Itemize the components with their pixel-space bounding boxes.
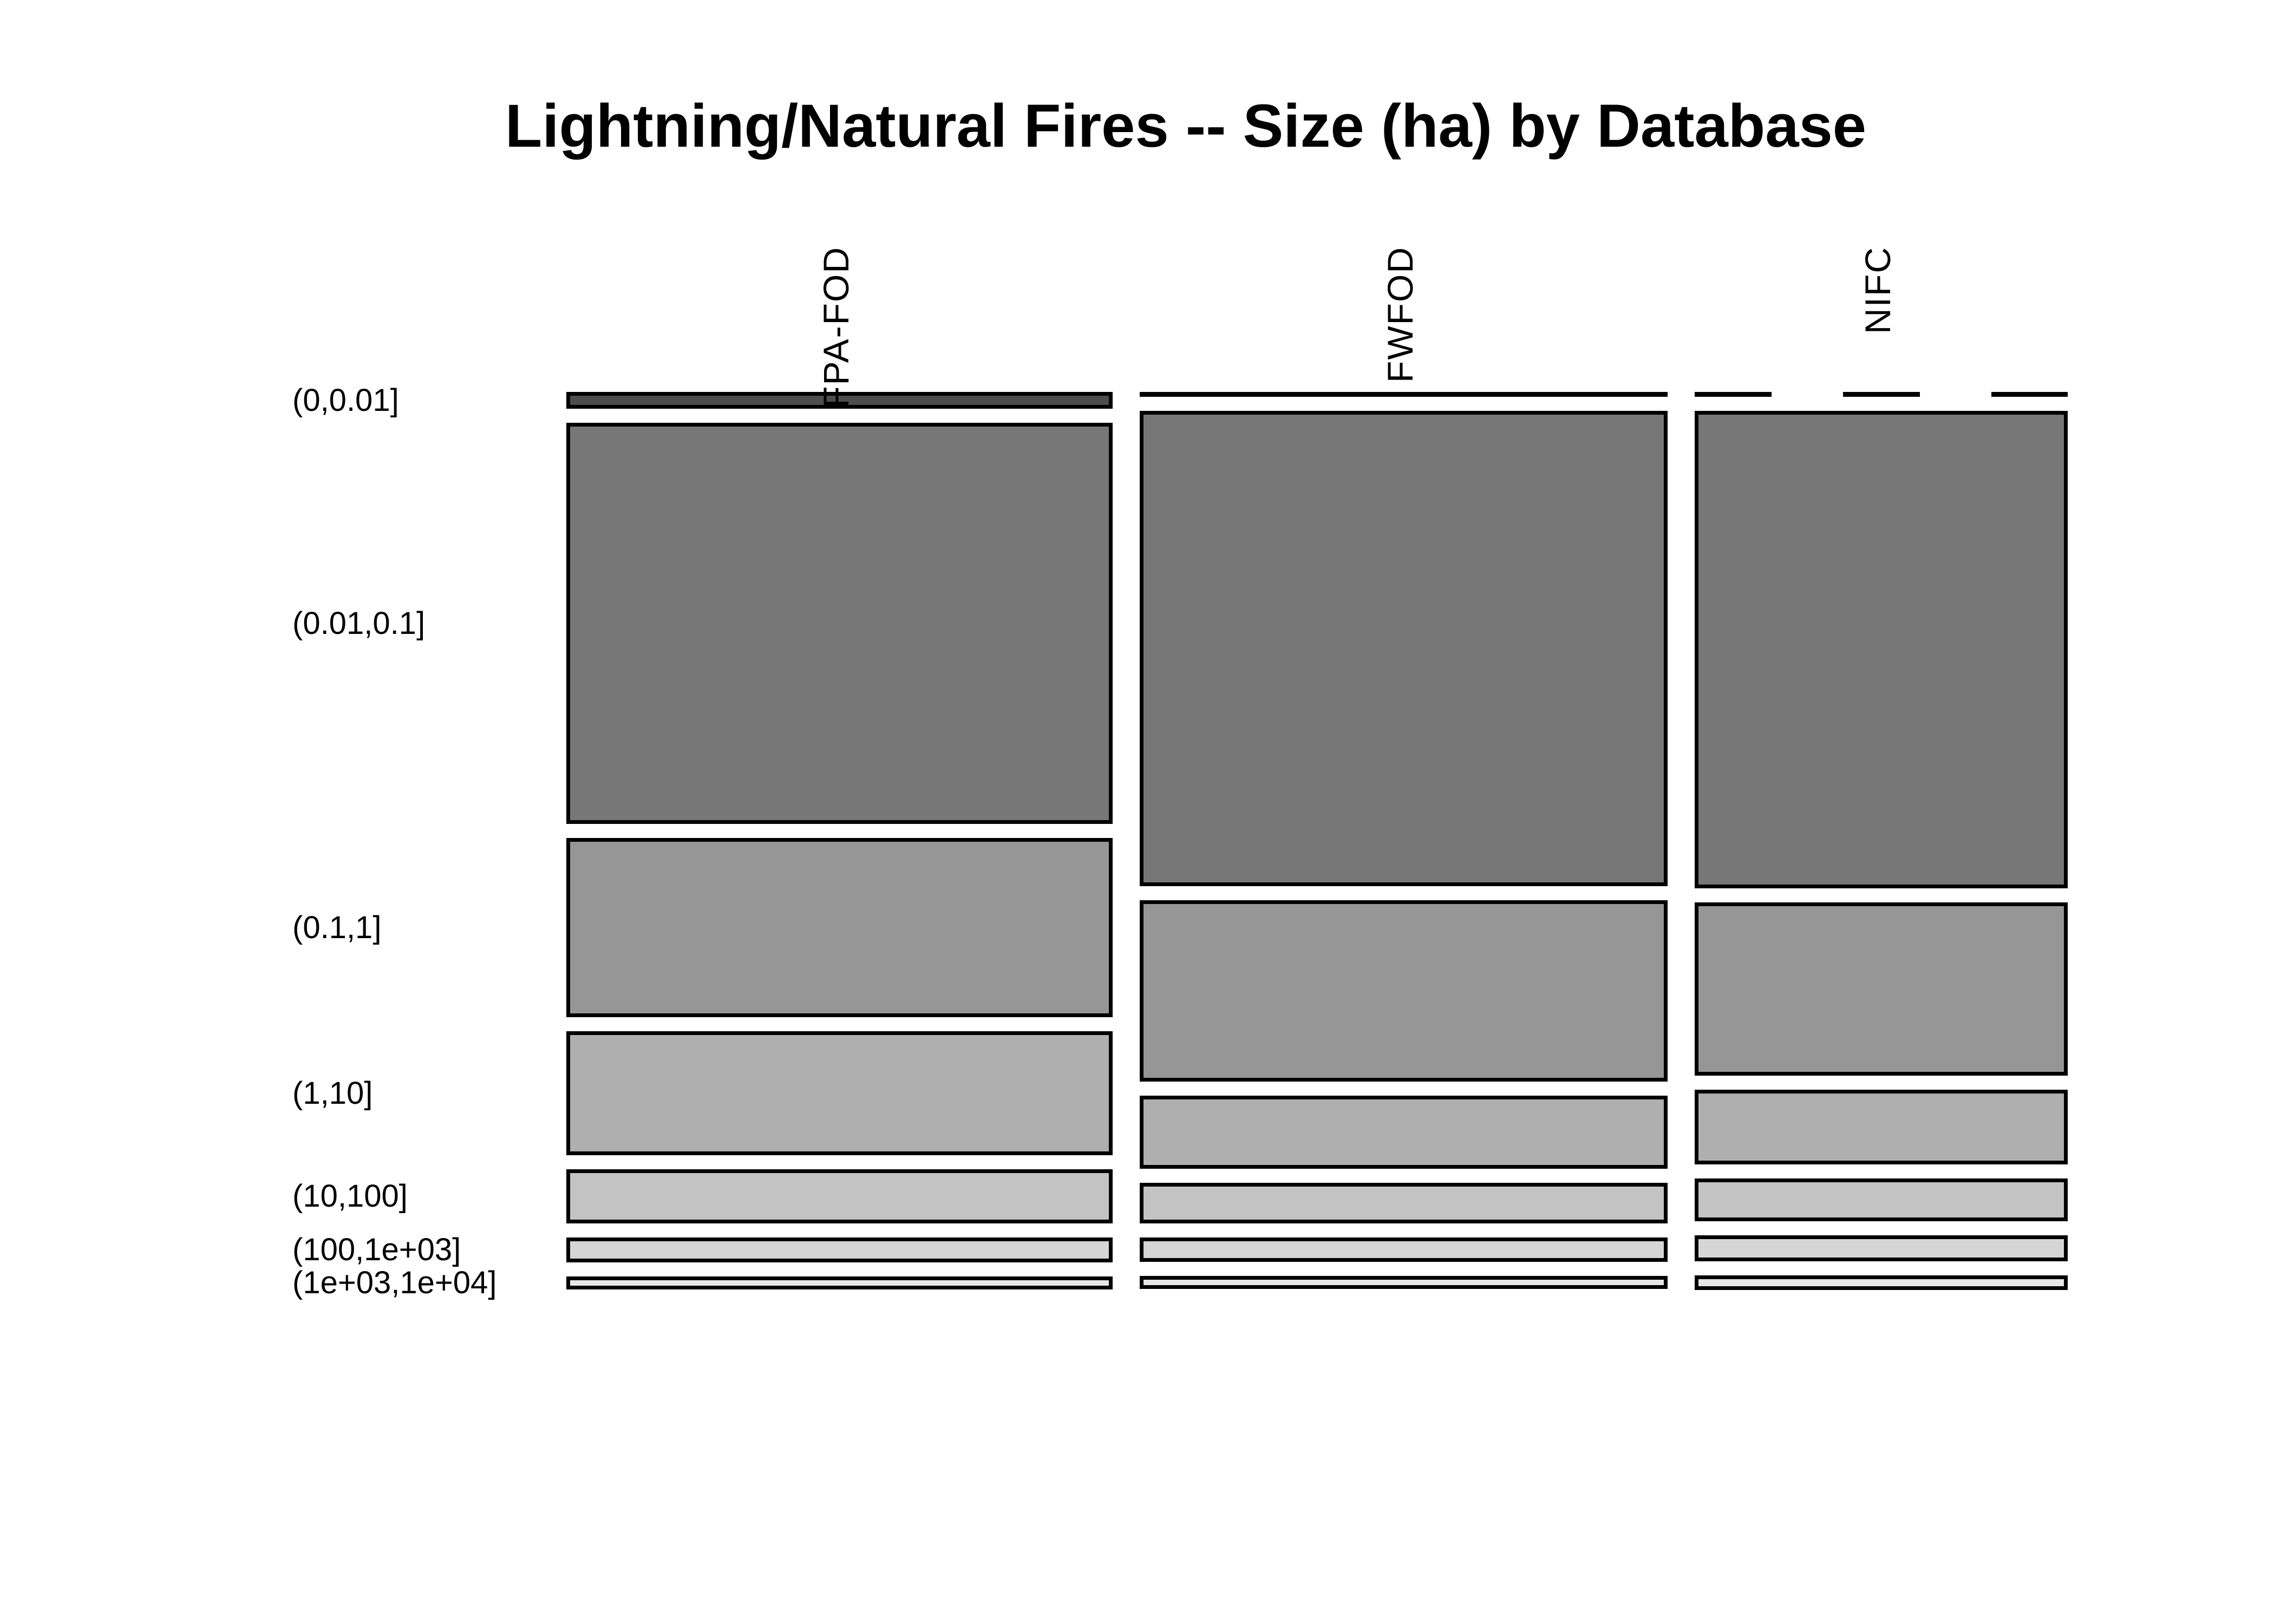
mosaic-cell-FPA-FOD-(0.01,0.1] <box>566 423 1113 824</box>
row-label-(0.1,1]: (0.1,1] <box>292 910 382 945</box>
mosaic-cell-FWFOD-(0.01,0.1] <box>1140 411 1668 886</box>
mosaic-cell-FPA-FOD-(0.1,1] <box>566 838 1113 1017</box>
row-label-(100,1e+03]: (100,1e+03] <box>292 1232 461 1267</box>
row-label-(0.01,0.1]: (0.01,0.1] <box>292 606 426 641</box>
mosaic-cell-FWFOD-(10,100] <box>1140 1183 1668 1223</box>
row-label-(1,10]: (1,10] <box>292 1076 373 1111</box>
mosaic-cell-FPA-FOD-(0,0.01] <box>566 392 1113 409</box>
mosaic-cell-FPA-FOD-(1e+03,1e+04] <box>566 1276 1113 1289</box>
mosaic-cell-FWFOD-(0.1,1] <box>1140 900 1668 1082</box>
row-label-(1e+03,1e+04]: (1e+03,1e+04] <box>292 1265 497 1300</box>
mosaic-cell-NIFC-(0.1,1] <box>1695 902 2068 1076</box>
mosaic-cell-FWFOD-(1,10] <box>1140 1096 1668 1169</box>
column-label-FPA-FOD: FPA-FOD <box>815 246 856 408</box>
mosaic-cell-FPA-FOD-(100,1e+03] <box>566 1237 1113 1262</box>
mosaic-cell-NIFC-(1,10] <box>1695 1090 2068 1164</box>
mosaic-column-FPA-FOD <box>566 392 1113 1289</box>
column-label-FWFOD: FWFOD <box>1380 246 1420 383</box>
mosaic-cell-NIFC-(100,1e+03] <box>1695 1235 2068 1261</box>
mosaic-cell-FPA-FOD-(10,100] <box>566 1169 1113 1223</box>
mosaic-column-NIFC <box>1695 392 2068 1290</box>
mosaic-cell-NIFC-(10,100] <box>1695 1178 2068 1221</box>
chart-title: Lightning/Natural Fires -- Size (ha) by … <box>505 92 1867 160</box>
mosaic-column-FWFOD <box>1140 392 1668 1289</box>
mosaic-cell-NIFC-(1e+03,1e+04] <box>1695 1275 2068 1290</box>
column-label-NIFC: NIFC <box>1857 246 1898 334</box>
mosaic-cell-FWFOD-(1e+03,1e+04] <box>1140 1276 1668 1289</box>
mosaic-cell-NIFC-(0.01,0.1] <box>1695 411 2068 888</box>
row-label-(0,0.01]: (0,0.01] <box>292 383 399 418</box>
mosaic-cell-NIFC-(0,0.01] <box>1695 392 2068 397</box>
mosaic-cell-FPA-FOD-(1,10] <box>566 1031 1113 1155</box>
mosaic-cell-FWFOD-(100,1e+03] <box>1140 1237 1668 1262</box>
mosaic-cell-FWFOD-(0,0.01] <box>1140 392 1668 397</box>
row-label-(10,100]: (10,100] <box>292 1178 408 1214</box>
